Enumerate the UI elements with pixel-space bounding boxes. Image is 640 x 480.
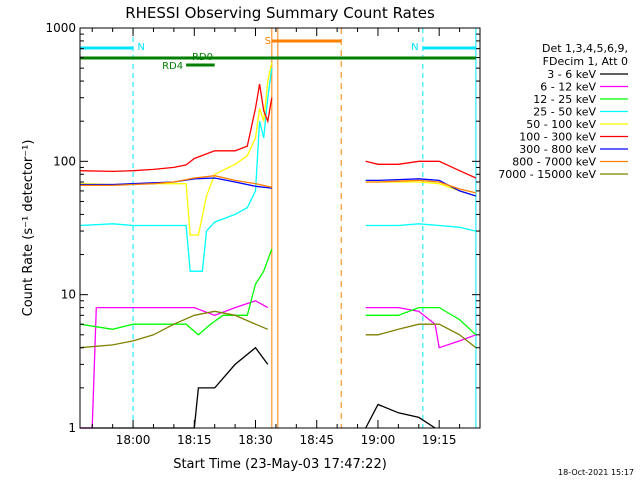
legend-label: 12 - 25 keV (533, 93, 596, 106)
series-line-8 (365, 323, 477, 349)
series-line-7 (80, 175, 272, 188)
series-line-5 (79, 83, 273, 173)
legend-label: 7000 - 15000 keV (498, 168, 596, 181)
x-tick-label: 18:00 (116, 433, 151, 447)
annotation-label: S (265, 36, 271, 47)
series-line-1 (365, 306, 477, 349)
legend-label: 100 - 300 keV (519, 131, 596, 144)
y-tick-label: 1000 (45, 21, 76, 35)
series-line-3 (79, 68, 273, 272)
annotation-label: N (411, 42, 418, 53)
legend-label: 800 - 7000 keV (512, 156, 596, 169)
series-line-3 (365, 223, 477, 232)
annotation-label: RD4 (162, 61, 183, 72)
x-tick-label: 18:15 (177, 433, 212, 447)
series-line-0 (80, 346, 269, 429)
y-axis-label: Count Rate (s⁻¹ detector⁻¹) (21, 140, 36, 317)
series-line-0 (365, 403, 436, 429)
series-line-2 (79, 248, 273, 336)
plot-frame (79, 27, 481, 429)
x-axis: 18:00 18:15 18:30 18:45 19:00 19:15 (91, 28, 481, 447)
series-line-5 (365, 160, 477, 179)
x-tick-label: 18:30 (238, 433, 273, 447)
legend-label: 300 - 800 keV (519, 143, 596, 156)
x-tick-label: 19:00 (361, 433, 396, 447)
legend-label: 6 - 12 keV (540, 81, 596, 94)
legend: Det 1,3,4,5,6,9,FDecim 1, Att 03 - 6 keV… (498, 42, 628, 181)
x-tick-label: 19:15 (422, 433, 457, 447)
series-line-4 (79, 62, 273, 236)
legend-label: 3 - 6 keV (547, 68, 596, 81)
plot-area: N N S RD0 RD4 (79, 27, 481, 429)
series-line-6 (365, 178, 477, 197)
series-line-2 (365, 306, 477, 336)
y-axis: 1 10 100 1000 (45, 21, 480, 435)
y-tick-label: 1 (68, 421, 76, 435)
x-tick-label: 18:45 (299, 433, 334, 447)
legend-header: Det 1,3,4,5,6,9, (542, 42, 628, 55)
timestamp: 18-Oct-2021 15:17 (558, 468, 634, 477)
series-line-8 (79, 310, 269, 349)
chart-title: RHESSI Observing Summary Count Rates (125, 4, 435, 22)
series-line-7 (365, 179, 477, 194)
legend-header: FDecim 1, Att 0 (543, 55, 628, 68)
annotation-label: RD0 (192, 52, 213, 63)
x-axis-label: Start Time (23-May-03 17:47:22) (173, 457, 387, 472)
legend-label: 25 - 50 keV (533, 106, 596, 119)
y-tick-label: 10 (61, 288, 76, 302)
annotation-label: N (137, 42, 144, 53)
legend-label: 50 - 100 keV (526, 118, 596, 131)
series-line-1 (80, 300, 269, 429)
y-tick-label: 100 (53, 154, 76, 168)
